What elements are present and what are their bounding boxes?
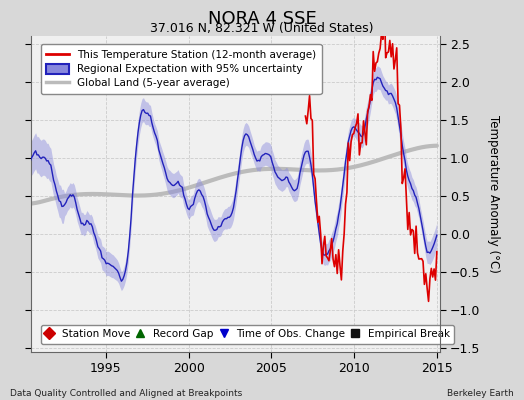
Text: Berkeley Earth: Berkeley Earth xyxy=(447,389,514,398)
Y-axis label: Temperature Anomaly (°C): Temperature Anomaly (°C) xyxy=(487,115,500,273)
Text: NORA 4 SSE: NORA 4 SSE xyxy=(208,10,316,28)
Legend: Station Move, Record Gap, Time of Obs. Change, Empirical Break: Station Move, Record Gap, Time of Obs. C… xyxy=(41,325,454,344)
Text: Data Quality Controlled and Aligned at Breakpoints: Data Quality Controlled and Aligned at B… xyxy=(10,389,243,398)
Text: 37.016 N, 82.321 W (United States): 37.016 N, 82.321 W (United States) xyxy=(150,22,374,35)
